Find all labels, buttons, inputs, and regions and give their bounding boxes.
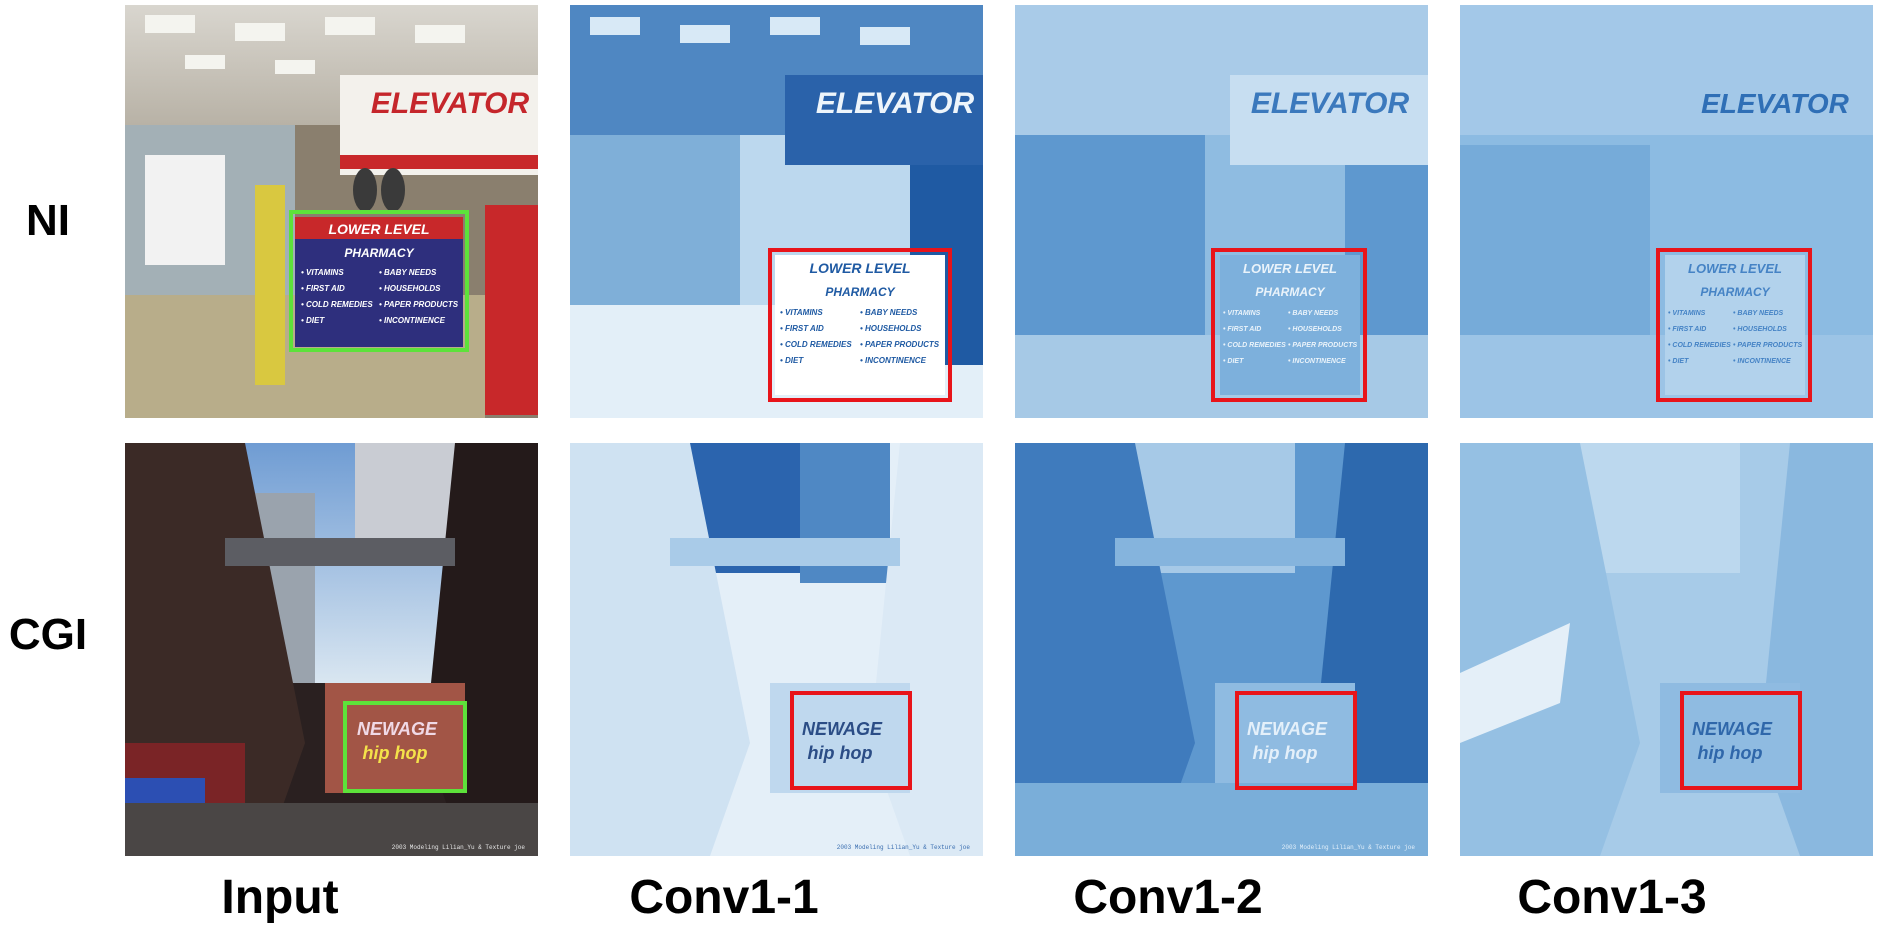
cgi-graffiti-line1: NEWAGE bbox=[1692, 719, 1773, 739]
cgi-conv1-1-map: NEWAGE hip hop 2003 Modeling Lilian_Yu &… bbox=[570, 443, 983, 856]
ni-sign-header: LOWER LEVEL bbox=[1688, 261, 1782, 276]
ni-sign-item: • INCONTINENCE bbox=[860, 356, 927, 365]
cgi-conv1-3-map: NEWAGE hip hop bbox=[1460, 443, 1873, 856]
ni-conv1-3-map: ELEVATOR LOWER LEVEL PHARMACY • VITAMINS… bbox=[1460, 5, 1873, 418]
cgi-watermark: 2003 Modeling Lilian_Yu & Texture joe bbox=[837, 844, 971, 851]
ni-elevator-text: ELEVATOR bbox=[1251, 87, 1410, 120]
ni-sign-item: • COLD REMEDIES bbox=[1223, 342, 1286, 349]
cgi-graffiti-line2: hip hop bbox=[1698, 743, 1763, 763]
ni-conv1-2-highlight-box bbox=[1211, 248, 1367, 402]
ni-sign-item: • BABY NEEDS bbox=[860, 308, 918, 317]
ni-elevator-text: ELEVATOR bbox=[816, 87, 975, 120]
ni-sign-item: • PAPER PRODUCTS bbox=[1733, 342, 1803, 349]
ni-sign-item: • FIRST AID bbox=[301, 284, 345, 293]
ni-sign-title: PHARMACY bbox=[1700, 285, 1770, 299]
ni-sign-item: • DIET bbox=[1223, 358, 1244, 365]
ni-sign-header: LOWER LEVEL bbox=[809, 260, 910, 276]
ni-sign-title: PHARMACY bbox=[344, 246, 414, 260]
ni-sign-item: • COLD REMEDIES bbox=[780, 340, 852, 349]
ni-sign-title: PHARMACY bbox=[825, 285, 895, 299]
column-label-conv1-2: Conv1-2 bbox=[1073, 871, 1263, 924]
ni-sign-item: • INCONTINENCE bbox=[379, 316, 446, 325]
cgi-graffiti-line1: NEWAGE bbox=[357, 719, 438, 739]
ni-sign-item: • DIET bbox=[301, 316, 325, 325]
ni-sign-item: • HOUSEHOLDS bbox=[1733, 326, 1787, 333]
ni-sign-item: • INCONTINENCE bbox=[1733, 358, 1791, 365]
cgi-graffiti-line2: hip hop bbox=[1253, 743, 1318, 763]
row-label-ni: NI bbox=[26, 196, 70, 245]
ni-sign-item: • VITAMINS bbox=[1668, 310, 1706, 317]
cgi-conv1-2-map: NEWAGE hip hop 2003 Modeling Lilian_Yu &… bbox=[1015, 443, 1428, 856]
ni-sign-header: LOWER LEVEL bbox=[1243, 261, 1337, 276]
column-label-conv1-1: Conv1-1 bbox=[629, 871, 819, 924]
cgi-watermark: 2003 Modeling Lilian_Yu & Texture joe bbox=[1282, 844, 1416, 851]
ni-sign-item: • HOUSEHOLDS bbox=[1288, 326, 1342, 333]
cgi-graffiti-line2: hip hop bbox=[363, 743, 428, 763]
ni-sign-item: • INCONTINENCE bbox=[1288, 358, 1346, 365]
cgi-input-highlight-box bbox=[343, 701, 467, 793]
ni-conv1-1-map: ELEVATOR LOWER LEVEL PHARMACY • VITAMINS… bbox=[570, 5, 983, 418]
ni-input-image: ELEVATOR LOWER LEVEL PHARMACY • VITAMINS… bbox=[125, 5, 538, 418]
ni-sign-item: • BABY NEEDS bbox=[1288, 310, 1338, 317]
ni-sign-item: • PAPER PRODUCTS bbox=[379, 300, 459, 309]
cgi-watermark: 2003 Modeling Lilian_Yu & Texture joe bbox=[392, 844, 526, 851]
ni-sign-item: • VITAMINS bbox=[780, 308, 823, 317]
column-label-conv1-3: Conv1-3 bbox=[1517, 871, 1707, 924]
ni-sign-item: • VITAMINS bbox=[301, 268, 344, 277]
ni-sign-item: • DIET bbox=[1668, 358, 1689, 365]
ni-sign-title: PHARMACY bbox=[1255, 285, 1325, 299]
ni-elevator-text: ELEVATOR bbox=[371, 87, 530, 120]
ni-sign-header: LOWER LEVEL bbox=[328, 221, 429, 237]
ni-sign-item: • PAPER PRODUCTS bbox=[1288, 342, 1358, 349]
ni-conv1-2-map: ELEVATOR LOWER LEVEL PHARMACY • VITAMINS… bbox=[1015, 5, 1428, 418]
ni-sign-item: • VITAMINS bbox=[1223, 310, 1261, 317]
ni-sign-item: • FIRST AID bbox=[780, 324, 824, 333]
cgi-conv1-2-highlight-box bbox=[1235, 691, 1357, 790]
cgi-graffiti-line1: NEWAGE bbox=[1247, 719, 1328, 739]
cgi-graffiti-line1: NEWAGE bbox=[802, 719, 883, 739]
ni-sign-item: • HOUSEHOLDS bbox=[860, 324, 922, 333]
ni-elevator-text: ELEVATOR bbox=[1701, 88, 1850, 119]
cgi-conv1-3-highlight-box bbox=[1680, 691, 1802, 790]
ni-sign-item: • COLD REMEDIES bbox=[301, 300, 373, 309]
ni-sign-item: • DIET bbox=[780, 356, 804, 365]
ni-sign-item: • HOUSEHOLDS bbox=[379, 284, 441, 293]
ni-sign-item: • BABY NEEDS bbox=[1733, 310, 1783, 317]
column-label-input: Input bbox=[221, 871, 339, 924]
ni-conv1-3-highlight-box bbox=[1656, 248, 1812, 402]
ni-input-highlight-box bbox=[289, 210, 469, 352]
ni-conv1-1-highlight-box bbox=[768, 248, 952, 402]
row-label-cgi: CGI bbox=[8, 610, 88, 659]
ni-sign-item: • PAPER PRODUCTS bbox=[860, 340, 940, 349]
cgi-graffiti-line2: hip hop bbox=[808, 743, 873, 763]
ni-sign-item: • BABY NEEDS bbox=[379, 268, 437, 277]
ni-sign-item: • COLD REMEDIES bbox=[1668, 342, 1731, 349]
ni-sign-item: • FIRST AID bbox=[1668, 326, 1706, 333]
cgi-conv1-1-highlight-box bbox=[790, 691, 912, 790]
cgi-input-image: NEWAGE hip hop 2003 Modeling Lilian_Yu &… bbox=[125, 443, 538, 856]
ni-sign-item: • FIRST AID bbox=[1223, 326, 1261, 333]
